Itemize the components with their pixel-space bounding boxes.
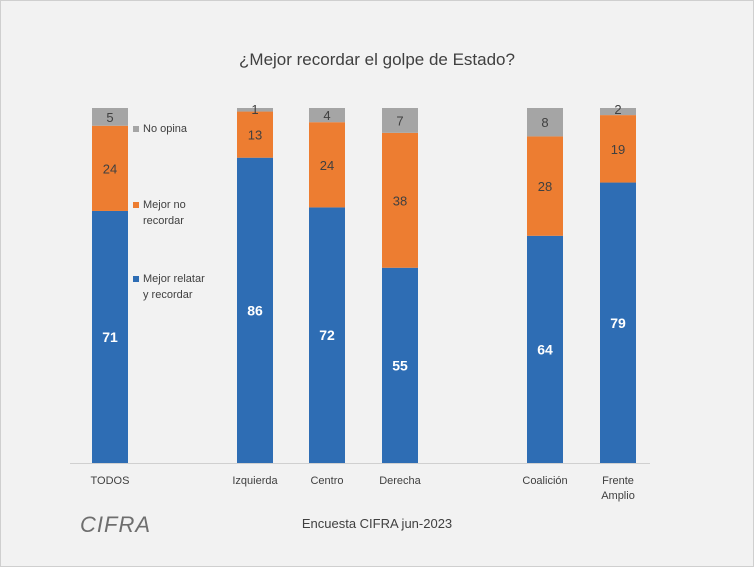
data-label: 64 <box>537 341 553 357</box>
legend-label: recordar <box>143 215 184 227</box>
legend-label: No opina <box>143 123 188 135</box>
data-label: 24 <box>320 158 334 173</box>
data-label: 2 <box>614 102 621 117</box>
legend-swatch <box>133 202 139 208</box>
legend-label: Mejor relatar <box>143 273 205 285</box>
data-label: 72 <box>319 327 335 343</box>
chart-title: ¿Mejor recordar el golpe de Estado? <box>239 50 515 69</box>
legend-label: y recordar <box>143 289 193 301</box>
bar-coalición-mejor-relatar-y-recordar <box>527 235 563 463</box>
data-label: 13 <box>248 128 262 143</box>
bar-todos-no-opina <box>92 108 128 126</box>
category-label: Coalición <box>522 475 567 487</box>
bar-centro-no-opina <box>309 108 345 123</box>
data-label: 8 <box>541 115 548 130</box>
category-label: Centro <box>310 475 343 487</box>
category-label: Izquierda <box>232 475 278 487</box>
bar-izquierda-no-opina <box>237 108 273 112</box>
bar-derecha-mejor-relatar-y-recordar <box>382 267 418 463</box>
bar-izquierda-mejor-no-recordar <box>237 111 273 158</box>
data-label: 5 <box>106 110 113 125</box>
data-label: 28 <box>538 179 552 194</box>
category-label: TODOS <box>91 475 130 487</box>
data-label: 19 <box>611 142 625 157</box>
bar-centro-mejor-relatar-y-recordar <box>309 207 345 463</box>
bar-derecha-mejor-no-recordar <box>382 132 418 268</box>
legend-swatch <box>133 276 139 282</box>
bar-centro-mejor-no-recordar <box>309 122 345 208</box>
data-label: 71 <box>102 329 118 345</box>
bar-frente-amplio-mejor-no-recordar <box>600 115 636 183</box>
cifra-logo: CIFRA <box>80 512 151 537</box>
bar-frente-amplio-mejor-relatar-y-recordar <box>600 182 636 464</box>
data-label: 24 <box>103 161 117 176</box>
data-label: 1 <box>251 102 258 117</box>
legend-swatch <box>133 126 139 132</box>
bar-coalición-mejor-no-recordar <box>527 136 563 236</box>
data-label: 4 <box>323 108 330 123</box>
data-label: 38 <box>393 193 407 208</box>
category-label: Amplio <box>601 490 635 502</box>
source-footer: Encuesta CIFRA jun-2023 <box>301 516 453 531</box>
bar-todos-mejor-relatar-y-recordar <box>92 210 128 463</box>
bar-todos-mejor-no-recordar <box>92 125 128 211</box>
bar-derecha-no-opina <box>382 108 418 133</box>
legend-label: Mejor no <box>143 199 186 211</box>
bar-izquierda-mejor-relatar-y-recordar <box>237 157 273 463</box>
data-label: 55 <box>392 357 408 373</box>
category-label: Derecha <box>379 475 421 487</box>
data-label: 79 <box>610 315 626 331</box>
data-label: 7 <box>396 113 403 128</box>
bar-frente-amplio-no-opina <box>600 108 636 116</box>
data-label: 86 <box>247 302 263 318</box>
category-label: Frente <box>602 475 634 487</box>
bar-coalición-no-opina <box>527 108 563 137</box>
